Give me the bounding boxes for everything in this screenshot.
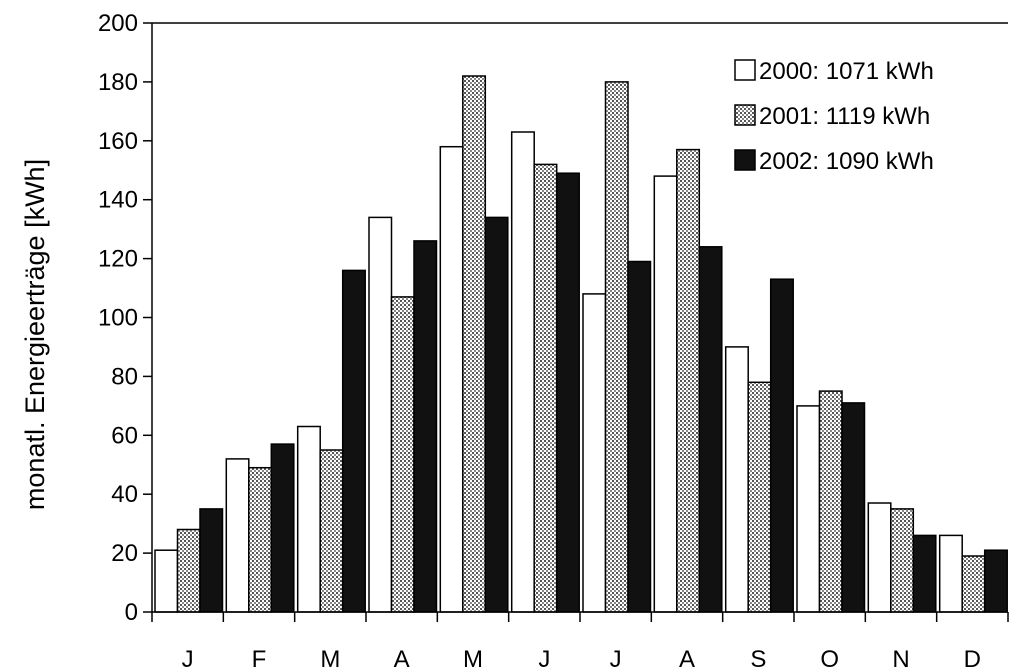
bar-series-3-10: [841, 402, 866, 613]
y-tick-label: 160: [98, 128, 138, 155]
bar-series-2-12: [961, 555, 986, 613]
bar-series-1-12: [938, 534, 963, 613]
legend-swatch-3: [734, 149, 756, 171]
x-tick-label: F: [252, 646, 267, 669]
y-tick-label: 60: [111, 422, 138, 449]
bar-series-1-2: [225, 458, 250, 613]
bar-series-2-5: [462, 75, 487, 613]
x-tick-label: M: [320, 646, 340, 669]
y-tick-label: 100: [98, 305, 138, 332]
bar-series-3-6: [555, 172, 580, 613]
bar-series-3-9: [769, 278, 794, 613]
legend-swatch-1: [734, 59, 756, 81]
bar-series-2-4: [390, 296, 415, 613]
bar-series-3-4: [413, 240, 438, 613]
y-tick-label: 120: [98, 246, 138, 273]
axes-layer: 0 20 40 60 80 100 120 140 160 180 200 J F M A M J J A S O N D: [98, 10, 1009, 669]
bar-series-3-1: [199, 508, 224, 613]
x-tick-label: A: [679, 646, 695, 669]
bar-series-1-9: [724, 346, 749, 613]
y-tick-label: 200: [98, 10, 138, 37]
x-tick-label: A: [394, 646, 410, 669]
bar-series-1-4: [368, 216, 393, 613]
x-tick-label: M: [463, 646, 483, 669]
bar-series-3-2: [270, 443, 295, 613]
bar-series-3-7: [627, 260, 652, 613]
bar-series-2-1: [176, 528, 201, 613]
bar-series-3-11: [912, 534, 937, 613]
bars-layer: [154, 75, 1008, 613]
bar-series-3-8: [698, 246, 723, 613]
legend-swatch-2: [734, 104, 756, 126]
bar-series-2-11: [890, 508, 915, 613]
legend: 2000: 1071 kWh 2001: 1119 kWh 2002: 1090 k…: [734, 58, 934, 175]
x-tick-label: J: [538, 646, 550, 669]
x-tick-label: S: [750, 646, 766, 669]
bar-series-3-12: [983, 549, 1008, 613]
y-tick-label: 80: [111, 363, 138, 390]
bar-series-2-10: [818, 390, 843, 613]
x-tick-label: D: [964, 646, 981, 669]
bar-series-2-2: [248, 466, 273, 613]
bar-series-1-11: [867, 502, 892, 613]
legend-label-3: 2002: 1090 kWh: [759, 148, 934, 175]
y-tick-label: 180: [98, 69, 138, 96]
bar-series-1-7: [582, 293, 607, 613]
bar-series-1-10: [796, 405, 821, 613]
bar-series-2-9: [747, 381, 772, 613]
bar-series-3-3: [341, 269, 366, 613]
bar-series-3-5: [484, 216, 509, 613]
bar-series-1-6: [510, 131, 535, 613]
bar-series-2-6: [533, 163, 558, 613]
legend-label-1: 2000: 1071 kWh: [759, 58, 934, 85]
y-axis-title: monatl. Energieerträge [kWh]: [20, 159, 50, 510]
y-tick-label: 140: [98, 187, 138, 214]
x-tick-label: J: [182, 646, 194, 669]
bar-series-1-5: [439, 145, 464, 613]
y-tick-label: 0: [125, 599, 138, 626]
bar-series-2-7: [604, 81, 629, 613]
bar-series-1-3: [296, 425, 321, 613]
bar-series-1-1: [154, 549, 179, 613]
y-tick-label: 20: [111, 540, 138, 567]
bar-series-2-3: [319, 449, 344, 613]
bar-series-1-8: [653, 175, 678, 613]
y-tick-label: 40: [111, 481, 138, 508]
x-tick-label: O: [820, 646, 839, 669]
x-tick-label: J: [610, 646, 622, 669]
bar-series-2-8: [676, 148, 701, 613]
legend-label-2: 2001: 1119 kWh: [759, 103, 930, 130]
x-tick-label: N: [892, 646, 909, 669]
